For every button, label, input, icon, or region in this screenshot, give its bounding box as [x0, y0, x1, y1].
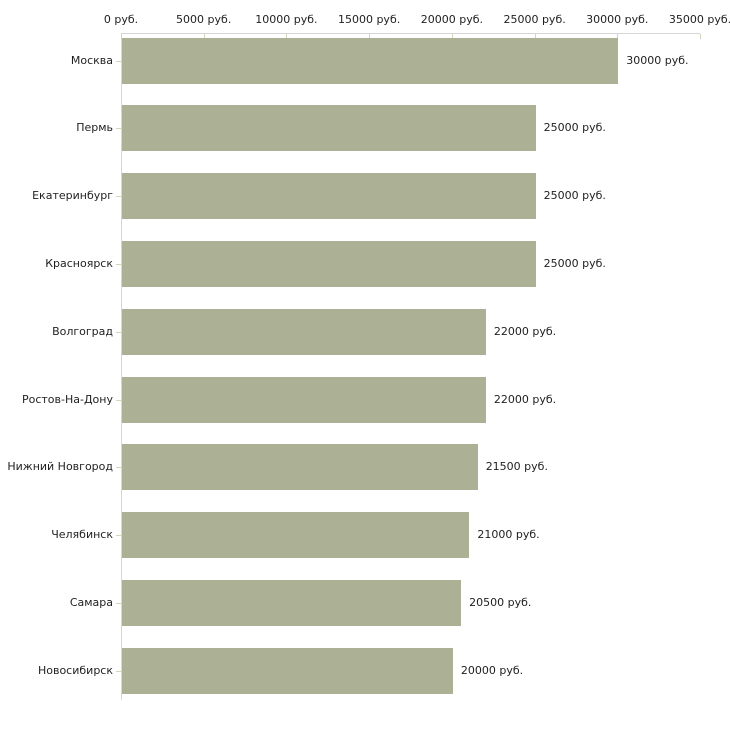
- value-label: 25000 руб.: [543, 189, 606, 203]
- x-tick-label: 20000 руб.: [420, 13, 484, 26]
- bar: [122, 173, 536, 220]
- value-label: 25000 руб.: [543, 256, 606, 270]
- category-tick: [116, 467, 121, 469]
- x-tick: [286, 34, 288, 39]
- category-tick: [116, 331, 121, 333]
- x-tick: [121, 34, 122, 39]
- value-label: 22000 руб.: [493, 324, 557, 338]
- category-tick: [116, 263, 121, 265]
- bar: [122, 240, 536, 287]
- value-label: 30000 руб.: [626, 53, 689, 67]
- x-tick-label: 35000 руб.: [668, 13, 730, 26]
- bar: [122, 308, 486, 355]
- bar: [122, 579, 462, 626]
- category-label: Волгоград: [52, 324, 113, 338]
- category-tick: [116, 196, 121, 198]
- y-axis-line: [121, 33, 122, 700]
- x-tick: [534, 34, 536, 39]
- x-tick-label: 25000 руб.: [503, 13, 566, 26]
- bar: [122, 444, 478, 491]
- category-label: Екатеринбург: [32, 189, 113, 203]
- value-label: 21000 руб.: [477, 528, 540, 542]
- category-label: Ростов-На-Дону: [21, 392, 113, 406]
- x-tick: [700, 34, 701, 39]
- bar: [122, 37, 619, 84]
- category-tick: [116, 60, 121, 62]
- x-tick: [369, 34, 371, 39]
- category-label: Челябинск: [51, 528, 113, 542]
- category-label: Нижний Новгород: [7, 460, 113, 474]
- category-label: Пермь: [76, 121, 113, 135]
- bar: [122, 376, 486, 423]
- x-axis-line: [121, 33, 700, 34]
- category-label: Москва: [70, 53, 113, 67]
- bar: [122, 647, 453, 694]
- x-tick-label: 15000 руб.: [337, 13, 401, 26]
- value-label: 22000 руб.: [493, 392, 557, 406]
- value-label: 21500 руб.: [485, 460, 548, 474]
- category-label: Красноярск: [45, 256, 113, 270]
- category-tick: [116, 670, 121, 672]
- x-tick-label: 10000 руб.: [255, 13, 318, 26]
- x-tick-label: 0 руб.: [103, 13, 139, 26]
- value-label: 25000 руб.: [543, 121, 606, 135]
- category-label: Новосибирск: [37, 663, 113, 677]
- x-tick: [451, 34, 453, 39]
- category-tick: [116, 535, 121, 537]
- value-label: 20000 руб.: [460, 663, 524, 677]
- x-tick-label: 30000 руб.: [586, 13, 649, 26]
- bar: [122, 512, 470, 559]
- x-tick: [203, 34, 205, 39]
- category-tick: [116, 602, 121, 604]
- x-tick-label: 5000 руб.: [176, 13, 232, 26]
- category-tick: [116, 128, 121, 130]
- value-label: 20500 руб.: [469, 595, 532, 609]
- bar: [122, 105, 536, 152]
- x-tick: [617, 34, 619, 39]
- category-tick: [116, 399, 121, 401]
- category-label: Самара: [69, 595, 113, 609]
